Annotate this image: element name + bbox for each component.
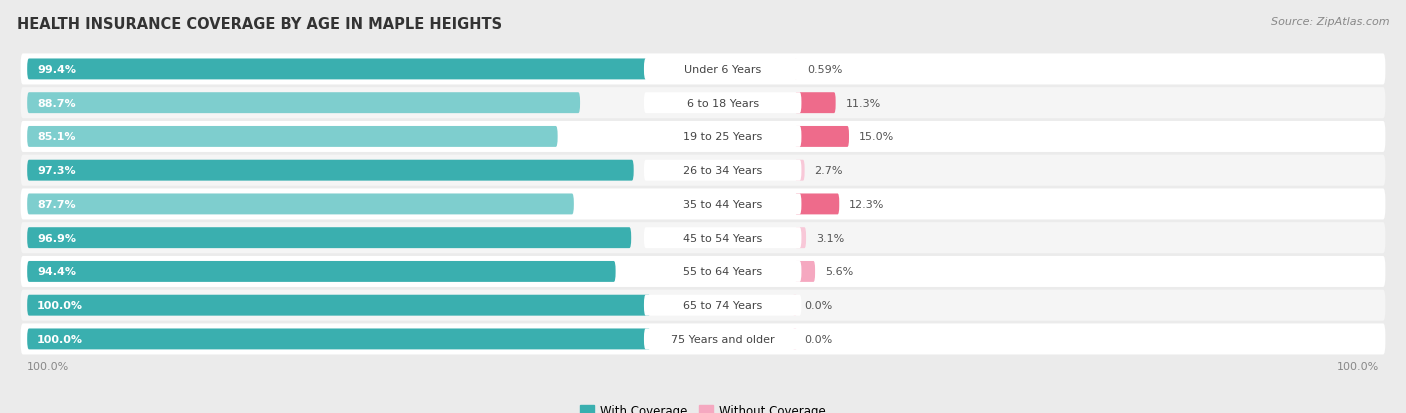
Text: 99.4%: 99.4% [37,65,76,75]
Text: 45 to 54 Years: 45 to 54 Years [683,233,762,243]
FancyBboxPatch shape [27,127,558,147]
Text: 2.7%: 2.7% [814,166,844,176]
FancyBboxPatch shape [21,121,1385,152]
Text: Under 6 Years: Under 6 Years [685,65,761,75]
Text: 100.0%: 100.0% [27,361,69,371]
Text: 11.3%: 11.3% [845,98,880,109]
FancyBboxPatch shape [21,223,1385,254]
Text: Source: ZipAtlas.com: Source: ZipAtlas.com [1271,17,1389,26]
Text: 0.0%: 0.0% [804,300,832,311]
FancyBboxPatch shape [21,88,1385,119]
FancyBboxPatch shape [27,261,616,282]
Text: 96.9%: 96.9% [37,233,76,243]
Text: 97.3%: 97.3% [37,166,76,176]
FancyBboxPatch shape [794,194,839,215]
FancyBboxPatch shape [794,127,849,147]
Text: 0.0%: 0.0% [804,334,832,344]
FancyBboxPatch shape [21,256,1385,287]
Text: 26 to 34 Years: 26 to 34 Years [683,166,762,176]
Text: 15.0%: 15.0% [859,132,894,142]
FancyBboxPatch shape [644,194,801,215]
FancyBboxPatch shape [644,127,801,147]
FancyBboxPatch shape [21,324,1385,355]
Text: 0.59%: 0.59% [807,65,842,75]
Text: 5.6%: 5.6% [825,267,853,277]
Text: 100.0%: 100.0% [37,300,83,311]
FancyBboxPatch shape [644,295,801,316]
Text: 65 to 74 Years: 65 to 74 Years [683,300,762,311]
FancyBboxPatch shape [794,160,804,181]
FancyBboxPatch shape [794,228,806,249]
Text: 3.1%: 3.1% [815,233,844,243]
FancyBboxPatch shape [21,290,1385,321]
Text: 87.7%: 87.7% [37,199,76,209]
Text: HEALTH INSURANCE COVERAGE BY AGE IN MAPLE HEIGHTS: HEALTH INSURANCE COVERAGE BY AGE IN MAPL… [17,17,502,31]
FancyBboxPatch shape [27,160,634,181]
Text: 19 to 25 Years: 19 to 25 Years [683,132,762,142]
FancyBboxPatch shape [793,329,797,349]
Legend: With Coverage, Without Coverage: With Coverage, Without Coverage [575,399,831,413]
FancyBboxPatch shape [27,295,651,316]
FancyBboxPatch shape [27,194,574,215]
FancyBboxPatch shape [644,93,801,114]
Text: 6 to 18 Years: 6 to 18 Years [686,98,759,109]
FancyBboxPatch shape [27,59,647,80]
FancyBboxPatch shape [21,54,1385,85]
FancyBboxPatch shape [21,189,1385,220]
FancyBboxPatch shape [644,261,801,282]
FancyBboxPatch shape [644,329,801,349]
Text: 75 Years and older: 75 Years and older [671,334,775,344]
Text: 88.7%: 88.7% [37,98,76,109]
Text: 100.0%: 100.0% [37,334,83,344]
FancyBboxPatch shape [644,59,801,80]
FancyBboxPatch shape [794,93,835,114]
Text: 94.4%: 94.4% [37,267,76,277]
FancyBboxPatch shape [27,329,651,349]
Text: 35 to 44 Years: 35 to 44 Years [683,199,762,209]
FancyBboxPatch shape [794,261,815,282]
Text: 100.0%: 100.0% [1337,361,1379,371]
FancyBboxPatch shape [27,228,631,249]
FancyBboxPatch shape [21,155,1385,186]
Text: 55 to 64 Years: 55 to 64 Years [683,267,762,277]
Text: 85.1%: 85.1% [37,132,76,142]
FancyBboxPatch shape [794,59,797,80]
FancyBboxPatch shape [644,228,801,249]
FancyBboxPatch shape [27,93,581,114]
Text: 12.3%: 12.3% [849,199,884,209]
FancyBboxPatch shape [644,160,801,181]
FancyBboxPatch shape [793,295,797,316]
